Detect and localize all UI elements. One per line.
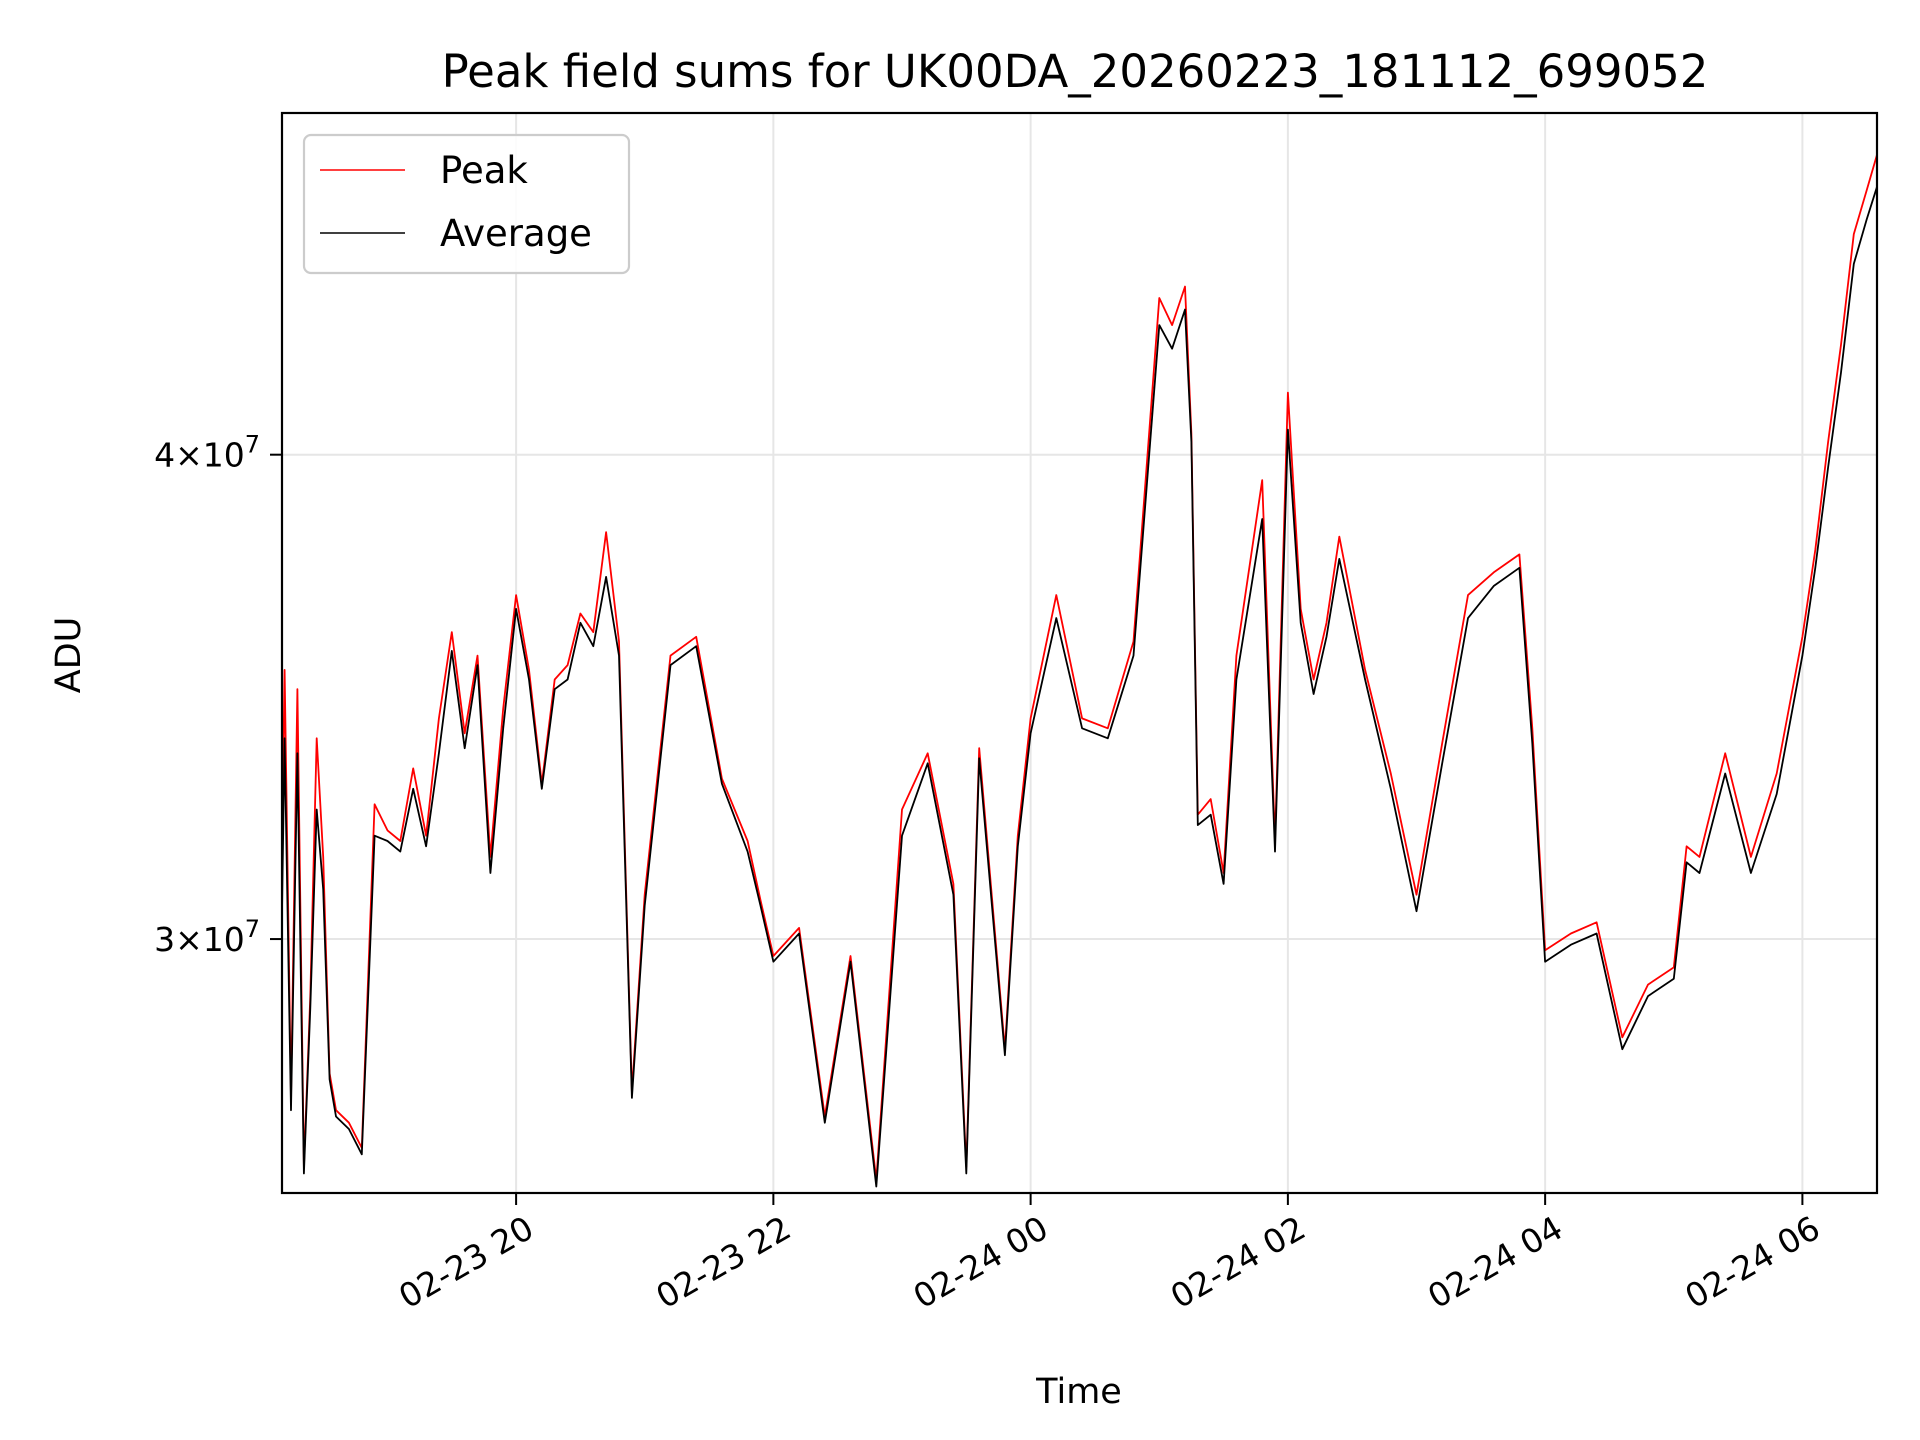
legend: Peak Average [302, 133, 631, 275]
y-axis-ticks: 3×107 4×107 [154, 431, 282, 959]
legend-label-average: Average [440, 212, 592, 255]
chart-title: Peak field sums for UK00DA_20260223_1811… [442, 45, 1709, 98]
plot-frame [280, 111, 1879, 1195]
legend-label-peak: Peak [440, 149, 528, 192]
series-line-average [281, 186, 1878, 1188]
y-axis-label: ADU [49, 617, 89, 694]
series-line-peak [281, 154, 1878, 1181]
x-axis-label: Time [1035, 1372, 1122, 1412]
y-tick-label: 3×107 [154, 915, 260, 959]
plot-series [281, 154, 1878, 1188]
y-tick-label: 4×107 [154, 431, 260, 475]
